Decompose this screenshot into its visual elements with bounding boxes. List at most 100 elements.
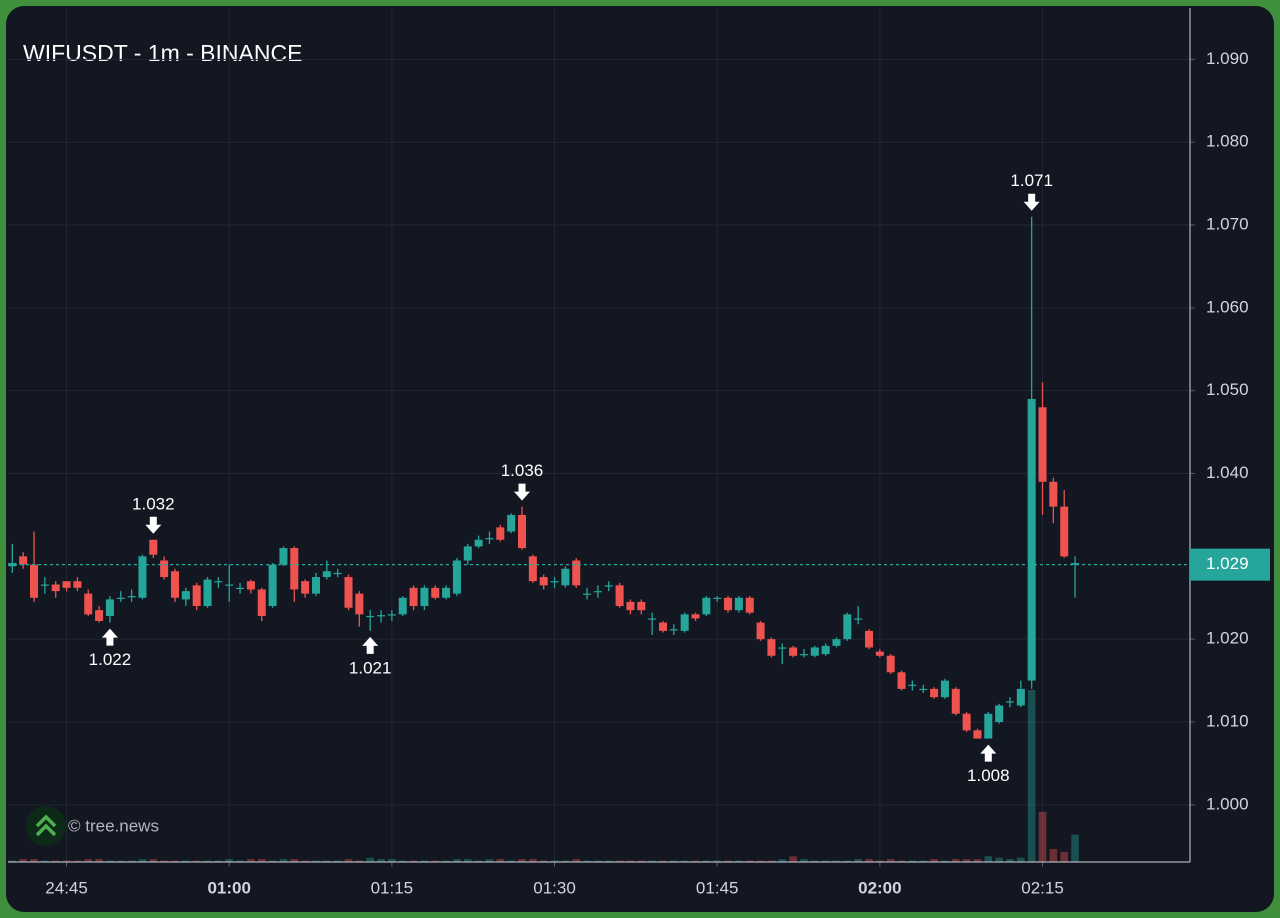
candle-body xyxy=(626,601,635,611)
candle-body xyxy=(930,688,939,698)
volume-bar xyxy=(474,860,483,862)
candle-body xyxy=(279,548,288,565)
candle-body xyxy=(257,589,266,616)
volume-bar xyxy=(62,860,71,862)
y-tick-label: 1.080 xyxy=(1206,132,1249,151)
candle-body xyxy=(1071,562,1080,565)
volume-bar xyxy=(290,859,299,862)
volume-bar xyxy=(431,860,440,862)
candle-body xyxy=(572,560,581,586)
y-tick-label: 1.040 xyxy=(1206,463,1249,482)
y-tick-label: 1.070 xyxy=(1206,215,1249,234)
volume-bar xyxy=(626,860,635,862)
volume-bar xyxy=(1060,851,1069,862)
volume-bar xyxy=(19,859,27,862)
candle-body xyxy=(919,688,928,691)
candle-body xyxy=(203,579,212,607)
candle-body xyxy=(875,651,884,656)
volume-bar xyxy=(1017,857,1025,862)
volume-bar xyxy=(398,860,407,862)
volume-bar xyxy=(659,860,667,862)
volume-bar xyxy=(312,860,320,862)
candle-body xyxy=(962,713,971,731)
candle-body xyxy=(691,614,700,619)
candle-body xyxy=(485,538,494,540)
candle-body xyxy=(637,601,646,611)
candle-body xyxy=(181,591,190,600)
volume-bar xyxy=(984,856,993,862)
volume-bar xyxy=(268,860,277,862)
watermark: © tree.news xyxy=(68,816,159,835)
volume-bar xyxy=(572,859,581,862)
candle-body xyxy=(1005,701,1015,703)
annotation-label: 1.036 xyxy=(501,461,544,480)
volume-bar xyxy=(648,860,656,862)
annotation-arrow xyxy=(101,628,118,646)
volume-bar xyxy=(962,859,971,862)
volume-bar xyxy=(995,857,1003,862)
volume-bar xyxy=(496,859,505,862)
candle-body xyxy=(539,577,548,586)
volume-bar xyxy=(453,859,461,862)
volume-bar xyxy=(713,860,721,862)
candle-body xyxy=(366,615,375,618)
candle-body xyxy=(1016,688,1025,706)
candle-body xyxy=(95,610,104,621)
volume-bar xyxy=(30,859,38,862)
x-tick-label: 01:30 xyxy=(533,878,576,897)
volume-bar xyxy=(8,860,17,862)
candle-body xyxy=(593,591,602,593)
candle-body xyxy=(865,630,874,648)
volume-bar xyxy=(735,860,743,862)
candle-body xyxy=(713,597,722,599)
volume-bar xyxy=(886,859,895,862)
candle-body xyxy=(810,647,819,656)
volume-bar xyxy=(919,860,928,862)
volume-bar xyxy=(323,860,331,862)
volume-bar xyxy=(355,860,364,862)
y-tick-label: 1.090 xyxy=(1206,49,1249,68)
candle-body xyxy=(561,568,570,586)
volume-bar xyxy=(843,860,852,862)
candle-body xyxy=(170,571,180,598)
volume-bar xyxy=(518,859,526,862)
volume-bar xyxy=(171,860,179,862)
volume-bar xyxy=(51,860,60,862)
x-tick-label: 02:15 xyxy=(1021,878,1064,897)
volume-bar xyxy=(160,860,168,862)
candle-body xyxy=(246,581,255,590)
candle-body xyxy=(387,614,396,616)
volume-bar xyxy=(800,859,808,862)
volume-bar xyxy=(930,859,938,862)
candle-body xyxy=(116,597,125,599)
candle-body xyxy=(84,593,93,615)
grid-layer xyxy=(8,8,1190,862)
candle-body xyxy=(724,597,733,611)
candle-body xyxy=(442,587,451,598)
candle-body xyxy=(843,614,852,640)
candle-body xyxy=(105,599,114,616)
volume-bar xyxy=(865,859,873,862)
volume-bar xyxy=(670,860,678,862)
candle-body xyxy=(507,514,516,532)
candle-body xyxy=(767,639,776,656)
candle-body xyxy=(496,527,505,540)
volume-bar xyxy=(225,859,234,862)
volume-bar xyxy=(756,860,765,862)
candle-body xyxy=(474,539,483,547)
volume-bar xyxy=(333,860,342,862)
candle-body xyxy=(908,684,917,686)
volume-bar xyxy=(95,859,103,862)
candle-body xyxy=(290,548,299,590)
candle-body xyxy=(1049,481,1058,507)
annotation-arrow xyxy=(362,636,379,654)
volume-bar xyxy=(214,860,223,862)
volume-bar xyxy=(73,860,82,862)
candle-body xyxy=(127,596,136,598)
volume-bar xyxy=(344,859,353,862)
candle-body xyxy=(377,615,386,617)
volume-bar xyxy=(1049,849,1058,862)
candle-body xyxy=(1038,407,1047,482)
volume-bar xyxy=(876,860,884,862)
